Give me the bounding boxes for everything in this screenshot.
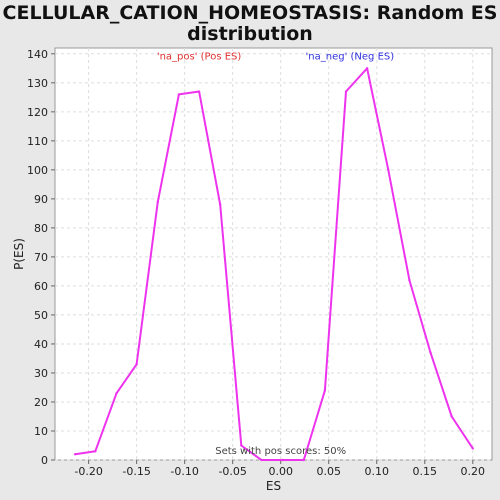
data-point xyxy=(344,90,348,93)
y-tick-label: 130 xyxy=(27,77,48,90)
annotations: 'na_pos' (Pos ES) 'na_neg' (Neg ES) Sets w… xyxy=(157,52,394,458)
annotation-label: 'na_pos' (Pos ES) xyxy=(157,52,242,63)
annotation-label: Sets with pos scores: 50% xyxy=(215,446,346,457)
axes: 0 10 20 30 40 50 60 70 80 90 100 110 120 130 140 -0.20 -… xyxy=(27,48,485,478)
x-tick-label: -0.15 xyxy=(122,465,150,478)
data-point xyxy=(135,363,138,366)
data-point xyxy=(408,278,411,282)
data-point xyxy=(197,90,201,93)
y-tick-label: 80 xyxy=(34,222,48,235)
plot-area xyxy=(54,47,493,461)
data-point xyxy=(323,389,327,392)
x-tick-label: -0.05 xyxy=(218,465,246,478)
y-tick-label: 30 xyxy=(34,367,48,380)
data-point xyxy=(156,200,159,203)
y-tick-label: 90 xyxy=(34,193,48,206)
data-points xyxy=(73,67,474,462)
y-tick-label: 60 xyxy=(34,280,48,293)
x-tick-label: -0.20 xyxy=(74,465,102,478)
series-line xyxy=(75,67,474,461)
y-tick-label: 10 xyxy=(34,425,48,438)
data-point xyxy=(429,351,432,354)
x-tick-label: 0.20 xyxy=(461,465,486,478)
data-point xyxy=(73,452,77,456)
data-point xyxy=(260,458,263,462)
y-tick-label: 70 xyxy=(34,251,48,264)
x-tick-label: 0.00 xyxy=(268,465,293,478)
y-tick-label: 40 xyxy=(34,338,48,351)
x-tick-label: -0.10 xyxy=(170,465,198,478)
data-point xyxy=(115,392,118,395)
chart-title-line2: distribution xyxy=(187,23,313,45)
x-axis-label: ES xyxy=(266,479,281,493)
y-tick-label: 0 xyxy=(41,454,48,467)
y-axis-label: P(ES) xyxy=(12,238,26,270)
data-point xyxy=(387,168,390,172)
data-point xyxy=(471,447,474,450)
data-point xyxy=(177,93,181,96)
data-point xyxy=(450,415,453,418)
x-tick-label: 0.15 xyxy=(413,465,438,478)
data-point xyxy=(281,458,284,462)
grid-lines xyxy=(55,48,492,461)
y-tick-label: 110 xyxy=(27,135,48,148)
y-tick-label: 100 xyxy=(27,164,48,177)
y-tick-label: 20 xyxy=(34,396,48,409)
chart-title-line1: CELLULAR_CATION_HOMEOSTASIS: Random ES xyxy=(2,2,498,24)
y-tick-label: 120 xyxy=(27,106,48,119)
data-point xyxy=(365,67,369,70)
annotation-label: 'na_neg' (Neg ES) xyxy=(306,52,395,63)
data-point xyxy=(218,203,222,206)
y-tick-label: 50 xyxy=(34,309,48,322)
data-point xyxy=(302,458,305,462)
data-point xyxy=(240,444,243,447)
x-tick-label: 0.10 xyxy=(364,465,389,478)
x-tick-label: 0.05 xyxy=(316,465,341,478)
data-point xyxy=(94,450,97,453)
y-tick-label: 140 xyxy=(27,48,48,61)
